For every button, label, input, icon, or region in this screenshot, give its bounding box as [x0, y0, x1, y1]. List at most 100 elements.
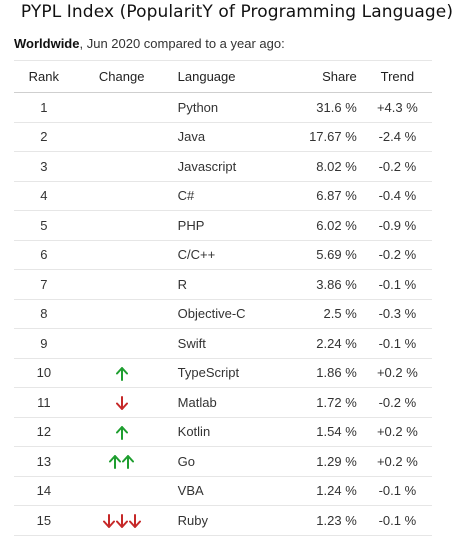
trend-cell: -0.1 %: [362, 328, 432, 359]
trend-cell: +4.3 %: [362, 92, 432, 123]
trend-cell: -0.2 %: [362, 151, 432, 182]
rank-cell: 6: [14, 240, 74, 270]
language-cell: PHP: [169, 210, 287, 241]
language-cell: TypeScript: [169, 358, 287, 388]
table-header-row: Rank Change Language Share Trend: [14, 60, 432, 93]
language-cell: Go: [169, 446, 287, 477]
arrow-up-icon: [122, 455, 135, 470]
page-subtitle: Worldwide, Jun 2020 compared to a year a…: [14, 36, 285, 51]
table-row: 13 Go 1.29 % +0.2 %: [14, 446, 432, 477]
page-title: PYPL Index (PopularitY of Programming La…: [20, 2, 454, 22]
rank-cell: 5: [14, 210, 74, 241]
change-cell: [73, 387, 170, 418]
table-row: 15 Ruby 1.23 % -0.1 %: [14, 505, 432, 536]
table-row: 3 Javascript 8.02 % -0.2 %: [14, 151, 432, 182]
header-trend[interactable]: Trend: [362, 60, 432, 93]
share-cell: 1.86 %: [286, 358, 363, 388]
share-cell: 1.24 %: [286, 476, 363, 506]
table-row: 14 VBA 1.24 % -0.1 %: [14, 476, 432, 506]
trend-cell: -0.1 %: [362, 505, 432, 536]
table-row: 8 Objective-C 2.5 % -0.3 %: [14, 299, 432, 329]
table-row: 5 PHP 6.02 % -0.9 %: [14, 210, 432, 241]
rank-down-indicator: [102, 514, 141, 529]
arrow-up-icon: [115, 366, 128, 381]
header-share[interactable]: Share: [286, 60, 363, 93]
language-cell: Ruby: [169, 505, 287, 536]
change-cell: [73, 210, 170, 241]
rank-cell: 12: [14, 417, 74, 447]
language-cell: Java: [169, 122, 287, 152]
language-cell: Swift: [169, 328, 287, 359]
change-cell: [73, 446, 170, 477]
subtitle-text: , Jun 2020 compared to a year ago:: [79, 36, 285, 51]
change-cell: [73, 122, 170, 152]
change-cell: [73, 151, 170, 182]
share-cell: 31.6 %: [286, 92, 363, 123]
change-cell: [73, 181, 170, 211]
rank-cell: 7: [14, 269, 74, 300]
table-row: 2 Java 17.67 % -2.4 %: [14, 122, 432, 152]
rank-down-indicator: [115, 396, 128, 411]
ranking-table: Rank Change Language Share Trend 1 Python…: [14, 60, 432, 536]
header-change[interactable]: Change: [73, 60, 170, 93]
rank-cell: 15: [14, 505, 74, 536]
trend-cell: +0.2 %: [362, 446, 432, 477]
arrow-up-icon: [115, 425, 128, 440]
change-cell: [73, 92, 170, 123]
rank-cell: 1: [14, 92, 74, 123]
share-cell: 1.72 %: [286, 387, 363, 418]
change-cell: [73, 505, 170, 536]
trend-cell: -0.3 %: [362, 299, 432, 329]
table-row: 9 Swift 2.24 % -0.1 %: [14, 328, 432, 359]
share-cell: 17.67 %: [286, 122, 363, 152]
subtitle-region: Worldwide: [14, 36, 80, 51]
table-row: 10 TypeScript 1.86 % +0.2 %: [14, 358, 432, 388]
language-cell: Objective-C: [169, 299, 287, 329]
trend-cell: -2.4 %: [362, 122, 432, 152]
share-cell: 1.29 %: [286, 446, 363, 477]
rank-cell: 2: [14, 122, 74, 152]
rank-cell: 3: [14, 151, 74, 182]
change-cell: [73, 240, 170, 270]
rank-cell: 10: [14, 358, 74, 388]
share-cell: 1.54 %: [286, 417, 363, 447]
rank-cell: 11: [14, 387, 74, 418]
share-cell: 5.69 %: [286, 240, 363, 270]
arrow-down-icon: [102, 514, 115, 529]
table-row: 7 R 3.86 % -0.1 %: [14, 269, 432, 300]
table-row: 6 C/C++ 5.69 % -0.2 %: [14, 240, 432, 270]
rank-cell: 9: [14, 328, 74, 359]
table-body: 1 Python 31.6 % +4.3 % 2 Java 17.67 % -2.4 % 3 Ja…: [14, 92, 432, 536]
trend-cell: -0.2 %: [362, 387, 432, 418]
share-cell: 2.24 %: [286, 328, 363, 359]
rank-cell: 14: [14, 476, 74, 506]
share-cell: 3.86 %: [286, 269, 363, 300]
arrow-down-icon: [115, 396, 128, 411]
table-row: 12 Kotlin 1.54 % +0.2 %: [14, 417, 432, 447]
language-cell: Matlab: [169, 387, 287, 418]
rank-up-indicator: [115, 425, 128, 440]
header-rank[interactable]: Rank: [14, 60, 74, 93]
language-cell: VBA: [169, 476, 287, 506]
trend-cell: -0.1 %: [362, 269, 432, 300]
arrow-down-icon: [128, 514, 141, 529]
share-cell: 1.23 %: [286, 505, 363, 536]
trend-cell: +0.2 %: [362, 358, 432, 388]
trend-cell: +0.2 %: [362, 417, 432, 447]
change-cell: [73, 476, 170, 506]
rank-cell: 8: [14, 299, 74, 329]
header-language[interactable]: Language: [169, 60, 287, 93]
table-row: 1 Python 31.6 % +4.3 %: [14, 92, 432, 123]
rank-up-indicator: [109, 455, 135, 470]
arrow-up-icon: [109, 455, 122, 470]
trend-cell: -0.4 %: [362, 181, 432, 211]
arrow-down-icon: [115, 514, 128, 529]
change-cell: [73, 417, 170, 447]
language-cell: Javascript: [169, 151, 287, 182]
share-cell: 6.87 %: [286, 181, 363, 211]
change-cell: [73, 299, 170, 329]
table-row: 4 C# 6.87 % -0.4 %: [14, 181, 432, 211]
change-cell: [73, 328, 170, 359]
language-cell: C/C++: [169, 240, 287, 270]
